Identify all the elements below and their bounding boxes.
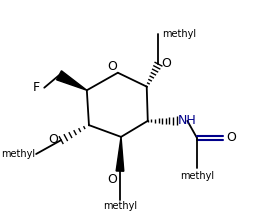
Text: NH: NH — [177, 114, 195, 127]
Polygon shape — [56, 71, 86, 90]
Text: O: O — [226, 131, 235, 144]
Polygon shape — [116, 137, 123, 171]
Text: O: O — [107, 173, 117, 186]
Text: F: F — [33, 81, 40, 94]
Text: O: O — [106, 60, 116, 73]
Text: methyl: methyl — [1, 149, 35, 159]
Text: methyl: methyl — [179, 171, 213, 181]
Text: O: O — [161, 57, 171, 70]
Text: methyl: methyl — [161, 29, 195, 39]
Text: methyl: methyl — [103, 201, 136, 211]
Text: O: O — [48, 132, 58, 146]
